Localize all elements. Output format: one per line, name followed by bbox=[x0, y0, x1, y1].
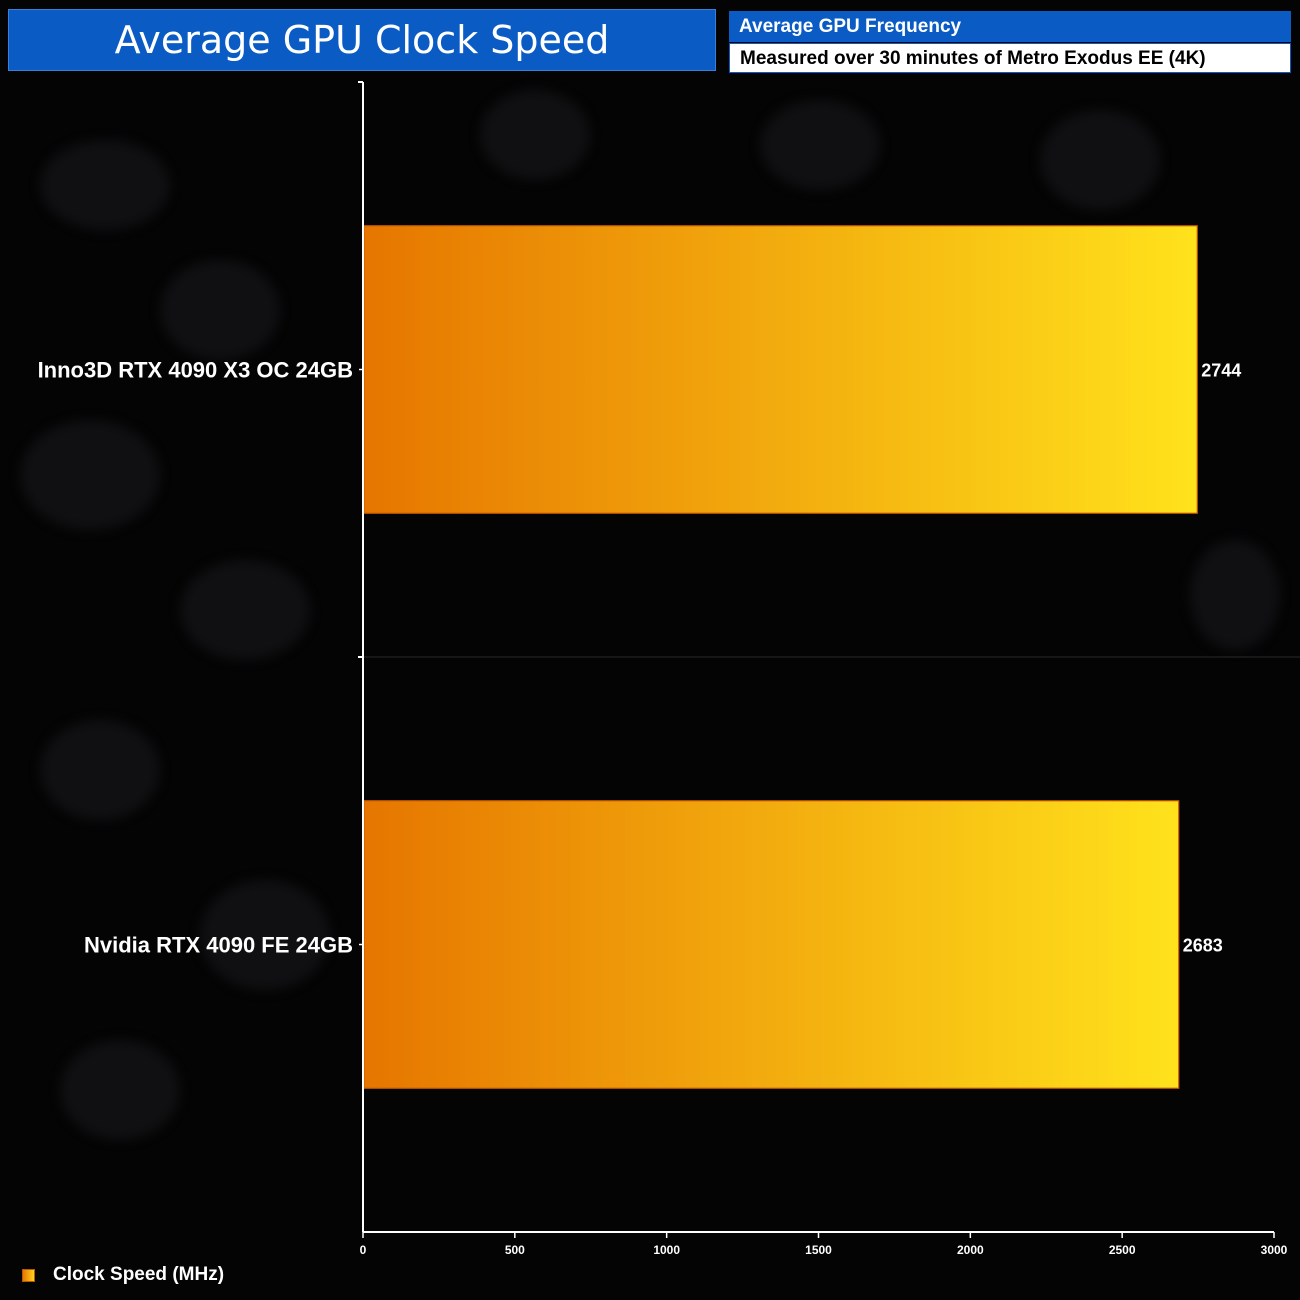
data-label: 2683 bbox=[1183, 936, 1223, 956]
background-blob bbox=[200, 880, 330, 990]
category-label: Inno3D RTX 4090 X3 OC 24GB bbox=[38, 358, 353, 383]
bar bbox=[363, 225, 1198, 514]
category-label: Nvidia RTX 4090 FE 24GB bbox=[84, 933, 353, 958]
bar bbox=[363, 800, 1180, 1089]
background-blob bbox=[160, 260, 280, 360]
data-label: 2744 bbox=[1201, 361, 1241, 381]
background-blob bbox=[480, 90, 590, 180]
legend-swatch bbox=[22, 1268, 35, 1282]
background-blob bbox=[20, 420, 160, 530]
chart-title: Average GPU Clock Speed bbox=[8, 9, 716, 71]
x-tick-label: 2000 bbox=[957, 1243, 984, 1257]
x-tick-label: 0 bbox=[360, 1243, 367, 1257]
chart-description: Measured over 30 minutes of Metro Exodus… bbox=[729, 43, 1291, 73]
background-blob bbox=[40, 140, 170, 230]
background-blob bbox=[760, 100, 880, 190]
legend: Clock Speed (MHz) bbox=[22, 1264, 224, 1286]
x-tick-label: 1000 bbox=[653, 1243, 680, 1257]
x-tick-label: 1500 bbox=[805, 1243, 832, 1257]
background-blob bbox=[40, 720, 160, 820]
chart-subtitle: Average GPU Frequency bbox=[729, 11, 1291, 42]
x-tick-label: 3000 bbox=[1261, 1243, 1288, 1257]
x-tick-label: 500 bbox=[505, 1243, 525, 1257]
background-blob bbox=[1190, 540, 1280, 650]
background-blob bbox=[1040, 110, 1160, 210]
legend-label: Clock Speed (MHz) bbox=[53, 1264, 225, 1285]
background-blob bbox=[60, 1040, 180, 1140]
background-blob bbox=[180, 560, 310, 660]
x-tick-label: 2500 bbox=[1109, 1243, 1136, 1257]
